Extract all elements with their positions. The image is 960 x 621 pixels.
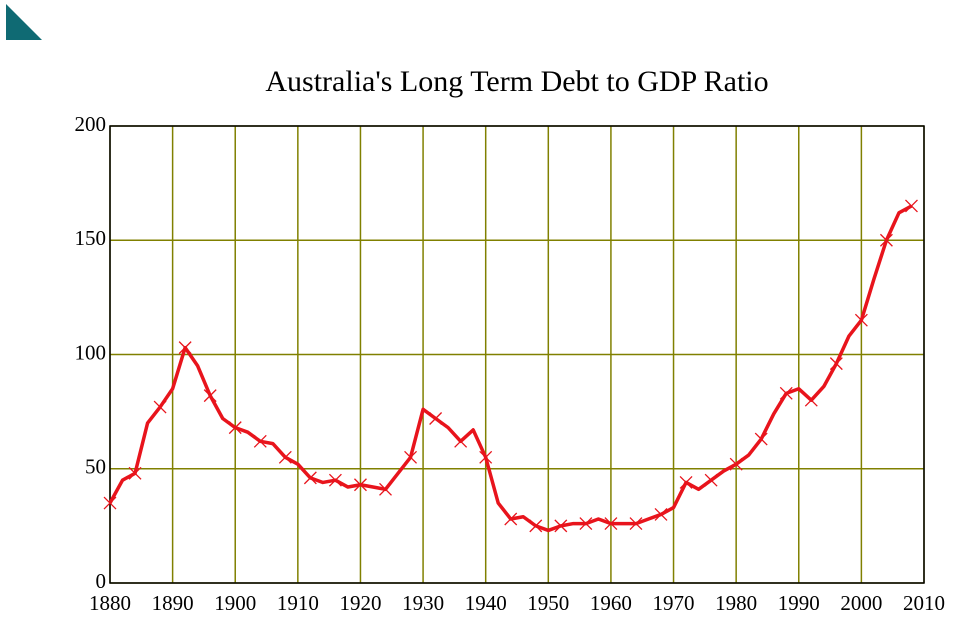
y-tick-label: 0 (96, 569, 107, 593)
x-tick-label: 1960 (590, 591, 632, 615)
point-marker (654, 507, 668, 521)
point-marker (679, 476, 693, 489)
point-marker (303, 471, 317, 485)
point-marker (278, 450, 292, 464)
point-marker (804, 393, 818, 407)
decoration (6, 4, 42, 40)
point-marker (829, 357, 843, 371)
y-tick-label: 50 (85, 455, 106, 479)
point-marker (854, 313, 868, 327)
point-marker (905, 199, 918, 213)
point-marker (579, 517, 593, 531)
x-tick-label: 1990 (778, 591, 820, 615)
point-marker (554, 519, 568, 533)
point-marker (404, 450, 418, 464)
point-marker (629, 517, 643, 531)
point-marker (504, 512, 518, 526)
plot-frame (109, 125, 925, 584)
point-marker (879, 233, 893, 247)
x-tick-label: 1980 (715, 591, 757, 615)
point-marker (454, 434, 468, 448)
y-tick-label: 200 (75, 112, 107, 136)
x-tick-label: 1940 (465, 591, 507, 615)
x-tick-label: 1970 (653, 591, 695, 615)
point-marker (604, 517, 618, 531)
x-tick-label: 1930 (402, 591, 444, 615)
point-marker (253, 434, 267, 448)
x-tick-label: 1890 (152, 591, 194, 615)
point-marker (103, 496, 117, 510)
y-tick-label: 100 (75, 340, 107, 364)
point-marker (203, 389, 217, 403)
point-marker (479, 450, 493, 464)
x-tick-label: 1900 (214, 591, 256, 615)
point-marker (178, 341, 192, 355)
point-marker (354, 478, 367, 492)
x-tick-label: 1880 (89, 591, 131, 615)
point-marker (704, 473, 718, 487)
point-marker (379, 482, 392, 496)
x-tick-label: 1910 (277, 591, 319, 615)
point-marker (328, 473, 342, 487)
x-tick-label: 1920 (339, 591, 381, 615)
point-marker (729, 457, 743, 471)
point-marker (529, 519, 543, 533)
x-tick-label: 2000 (840, 591, 882, 615)
x-tick-label: 1950 (527, 591, 569, 615)
point-marker (779, 386, 793, 400)
x-tick-label: 2010 (903, 591, 945, 615)
point-marker (754, 432, 768, 446)
chart-title: Australia's Long Term Debt to GDP Ratio (265, 65, 768, 98)
point-marker (153, 400, 167, 414)
data-line (108, 204, 913, 533)
point-marker (128, 466, 142, 480)
y-tick-label: 150 (75, 226, 107, 250)
point-marker (228, 421, 242, 435)
point-marker (429, 412, 443, 425)
